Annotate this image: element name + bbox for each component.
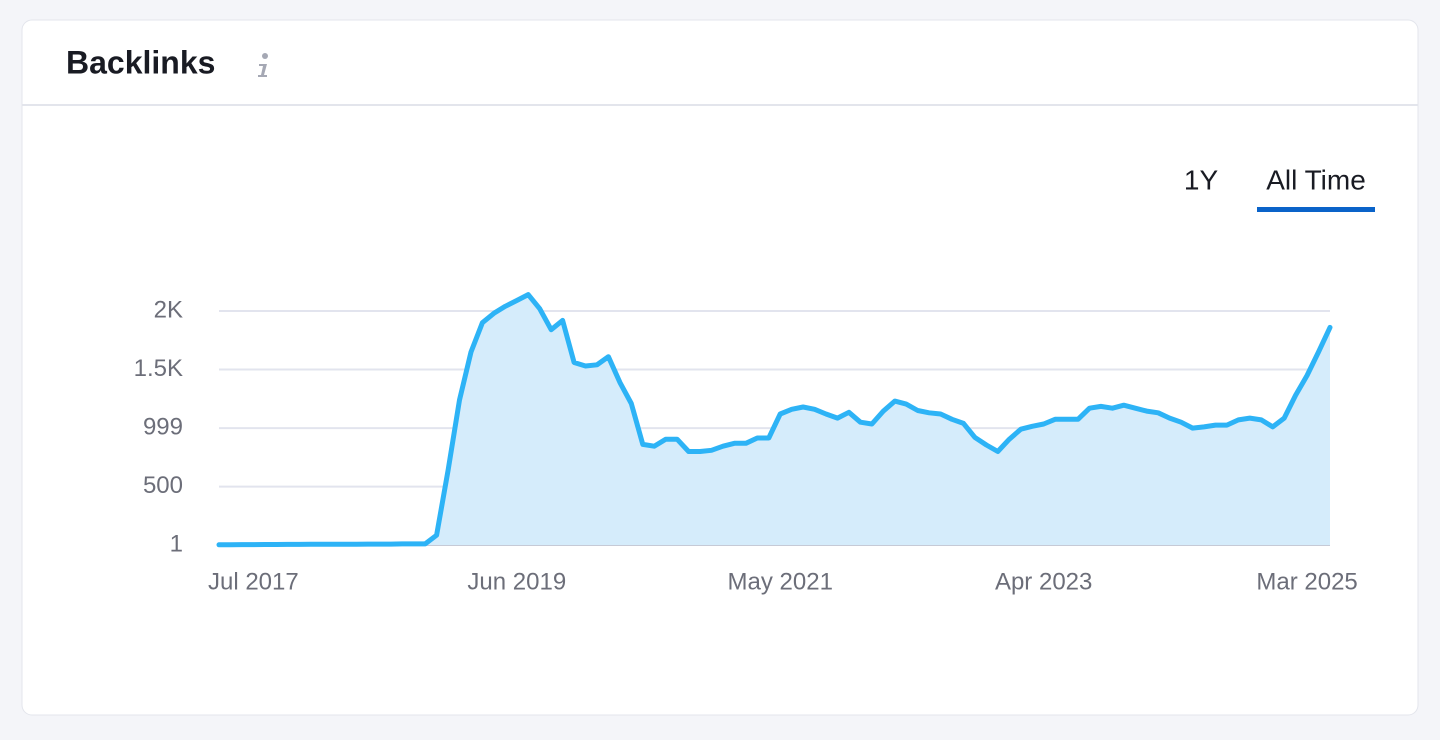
y-tick-label: 1.5K <box>134 355 183 382</box>
info-icon[interactable] <box>258 53 268 77</box>
x-tick-label: Apr 2023 <box>995 568 1092 595</box>
range-button[interactable]: All Time <box>1266 164 1366 195</box>
area-fill <box>219 294 1330 545</box>
x-tick-label: Jun 2019 <box>467 568 566 595</box>
x-tick-label: Mar 2025 <box>1256 568 1357 595</box>
x-tick-label: May 2021 <box>728 568 833 595</box>
range-button[interactable]: 1Y <box>1184 164 1219 195</box>
card-title: Backlinks <box>66 44 215 80</box>
y-tick-label: 999 <box>143 414 183 441</box>
line <box>216 292 1333 548</box>
y-tick-label: 1 <box>170 530 183 557</box>
selected-underline <box>1257 207 1375 212</box>
y-tick-label: 2K <box>154 296 183 323</box>
card <box>21 19 1419 716</box>
y-tick-label: 500 <box>143 472 183 499</box>
x-tick-label: Jul 2017 <box>208 568 299 595</box>
